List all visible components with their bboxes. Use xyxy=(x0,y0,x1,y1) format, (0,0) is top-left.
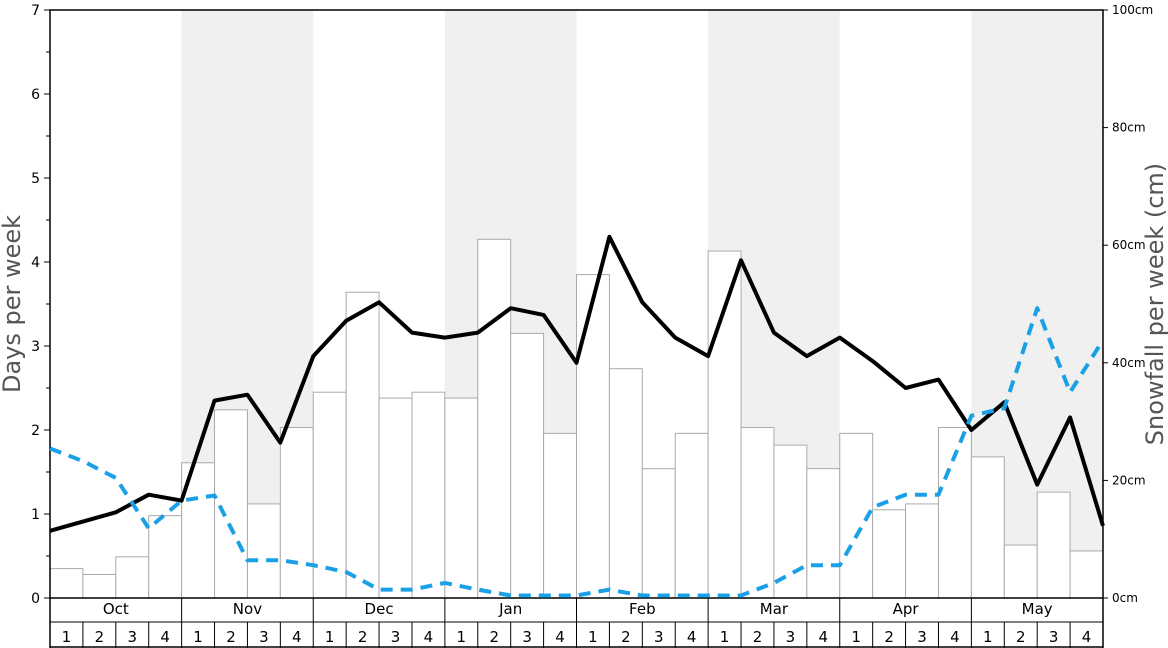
week-label: 1 xyxy=(720,628,730,646)
snowfall-bar xyxy=(148,515,183,599)
snowfall-bar xyxy=(312,391,347,599)
week-label: 3 xyxy=(917,628,927,646)
right-tick-label: 100cm xyxy=(1112,3,1153,17)
snowfall-bar xyxy=(937,426,972,599)
y-axis-label-right: Snowfall per week (cm) xyxy=(1141,163,1168,445)
week-label: 3 xyxy=(259,628,269,646)
week-label: 2 xyxy=(489,628,499,646)
left-axis: 0 1 2 3 4 5 6 7 xyxy=(31,3,50,607)
left-tick-label: 4 xyxy=(31,255,40,271)
snowfall-bar xyxy=(214,409,248,599)
week-label: 4 xyxy=(819,628,829,646)
snowfall-bar xyxy=(543,432,577,599)
month-label: Oct xyxy=(103,600,129,618)
right-tick-label: 0cm xyxy=(1112,591,1138,605)
week-label: 4 xyxy=(292,628,302,646)
week-label: 1 xyxy=(588,628,598,646)
week-label: 2 xyxy=(753,628,763,646)
week-label: 3 xyxy=(522,628,532,646)
left-tick-label: 6 xyxy=(31,87,40,103)
week-label: 4 xyxy=(687,628,697,646)
week-label: 4 xyxy=(424,628,434,646)
week-label: 3 xyxy=(391,628,401,646)
snowfall-bar xyxy=(608,368,643,599)
snowfall-bar xyxy=(444,397,479,599)
week-label: 3 xyxy=(786,628,796,646)
snowfall-bar xyxy=(411,391,446,599)
left-tick-label: 2 xyxy=(31,423,40,439)
right-tick-label: 40cm xyxy=(1112,356,1146,370)
month-label: Jan xyxy=(498,600,522,618)
snowfall-bar xyxy=(510,332,545,599)
left-tick-label: 1 xyxy=(31,507,40,523)
week-label: 2 xyxy=(1016,628,1026,646)
snowfall-bar xyxy=(970,456,1005,599)
snowfall-bar xyxy=(872,509,907,599)
snowfall-bar xyxy=(1003,544,1038,599)
snowfall-bar xyxy=(345,291,380,599)
month-label: Feb xyxy=(629,600,656,618)
week-label: 2 xyxy=(95,628,105,646)
week-label: 3 xyxy=(127,628,137,646)
right-tick-label: 60cm xyxy=(1112,238,1146,252)
week-label: 2 xyxy=(226,628,236,646)
left-tick-label: 7 xyxy=(31,3,40,19)
snowfall-bar xyxy=(115,556,150,599)
week-label: 1 xyxy=(193,628,203,646)
week-label: 4 xyxy=(555,628,565,646)
month-label: May xyxy=(1022,600,1053,618)
snowfall-bar xyxy=(806,468,841,599)
snowfall-bar xyxy=(773,444,808,599)
week-label: 3 xyxy=(654,628,664,646)
snowfall-bars xyxy=(49,238,1104,599)
solid-series-line xyxy=(49,234,1105,533)
snowfall-bar xyxy=(905,503,939,599)
series-lines xyxy=(49,234,1105,598)
right-axis: 0cm 20cm 40cm 60cm 80cm 100cm xyxy=(1103,3,1153,605)
month-label: Dec xyxy=(365,600,394,618)
week-label: 1 xyxy=(325,628,335,646)
left-tick-label: 5 xyxy=(31,171,40,187)
snowfall-bar xyxy=(740,426,775,599)
snowfall-bar xyxy=(246,503,281,599)
week-label: 1 xyxy=(851,628,861,646)
week-label: 1 xyxy=(983,628,993,646)
snowfall-bar xyxy=(641,468,676,599)
snowfall-bar xyxy=(279,426,314,599)
right-tick-label: 80cm xyxy=(1112,121,1146,135)
snowfall-bar xyxy=(1069,550,1104,599)
week-label: 1 xyxy=(62,628,72,646)
snowfall-bar xyxy=(49,568,84,599)
week-label: 1 xyxy=(457,628,467,646)
left-tick-label: 0 xyxy=(31,591,40,607)
left-tick-label: 3 xyxy=(31,339,40,355)
month-label: Mar xyxy=(760,600,789,618)
week-label: 3 xyxy=(1049,628,1059,646)
week-label: 4 xyxy=(160,628,170,646)
right-tick-label: 20cm xyxy=(1112,473,1146,487)
week-label: 2 xyxy=(621,628,631,646)
snowfall-bar xyxy=(477,238,512,599)
month-label: Apr xyxy=(893,600,920,618)
month-label: Nov xyxy=(233,600,262,618)
snowfall-bar xyxy=(1036,491,1071,599)
y-axis-label-left: Days per week xyxy=(0,215,26,393)
snowfall-bar xyxy=(576,274,610,599)
week-label: 2 xyxy=(884,628,894,646)
week-label: 4 xyxy=(1082,628,1092,646)
snowfall-bar xyxy=(674,432,709,599)
week-label: 4 xyxy=(950,628,960,646)
week-label: 2 xyxy=(358,628,368,646)
snowfall-bar xyxy=(82,573,117,599)
snowfall-bar xyxy=(378,397,413,599)
x-axis: Oct 1 2 3 4 Nov 1 2 3 4 Dec 1 2 3 4 Jan 1 2 3 4 Feb 1 2 3 4 Mar 1 2… xyxy=(49,598,1104,648)
